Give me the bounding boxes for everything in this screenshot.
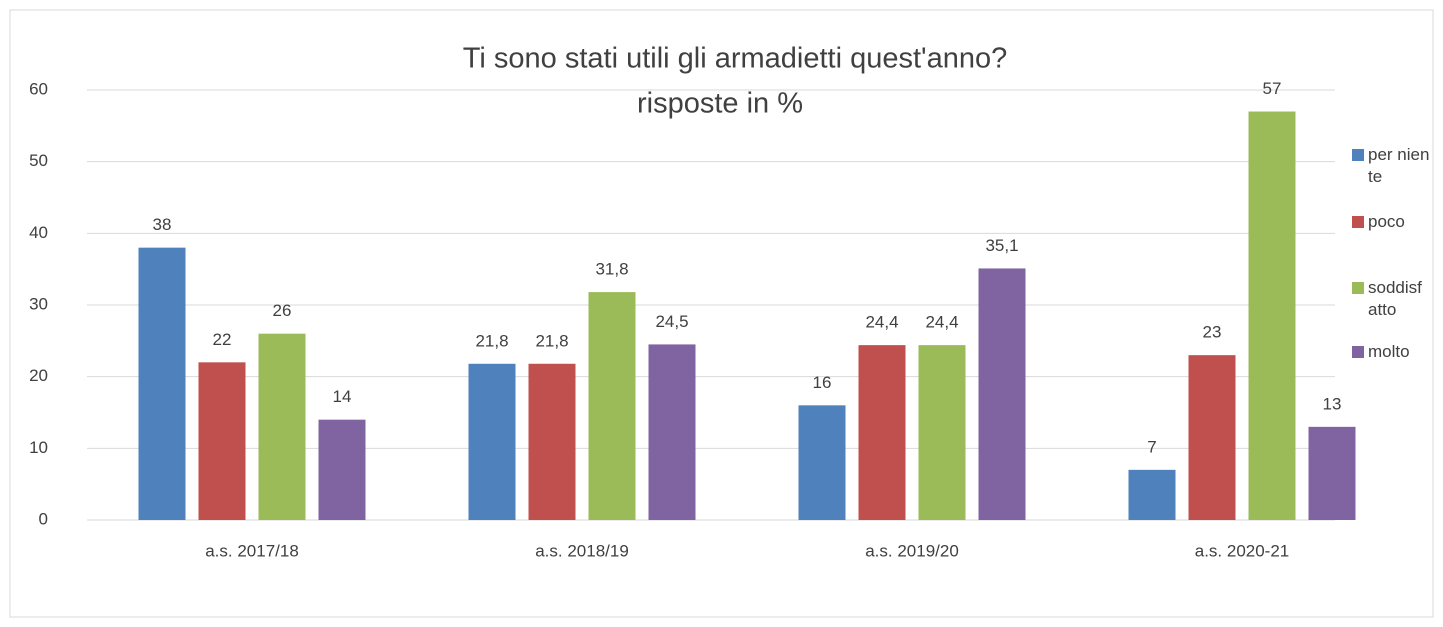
value-label: 23 [1203, 323, 1222, 342]
bar [918, 345, 966, 520]
value-label: 38 [153, 215, 172, 234]
legend-swatch [1352, 282, 1364, 294]
legend-label: per niente [1368, 145, 1430, 186]
legend-swatch [1352, 149, 1364, 161]
value-label: 22 [213, 330, 232, 349]
value-label: 21,8 [475, 331, 508, 350]
bar [1128, 469, 1176, 520]
bar [138, 247, 186, 520]
bar [1248, 111, 1296, 520]
value-label: 24,4 [925, 313, 958, 332]
y-tick-label: 20 [29, 366, 48, 385]
legend-swatch [1352, 216, 1364, 228]
value-label: 57 [1263, 79, 1282, 98]
value-label: 13 [1323, 394, 1342, 413]
bar [468, 363, 516, 520]
value-label: 35,1 [985, 236, 1018, 255]
bar [318, 419, 366, 520]
bar [1188, 355, 1236, 520]
y-tick-label: 10 [29, 438, 48, 457]
value-label: 7 [1147, 437, 1156, 456]
y-tick-label: 40 [29, 223, 48, 242]
value-label: 31,8 [595, 260, 628, 279]
value-label: 14 [333, 387, 352, 406]
chart-title: Ti sono stati utili gli armadietti quest… [463, 43, 1007, 75]
x-tick-label: a.s. 2018/19 [535, 541, 629, 560]
value-label: 26 [273, 301, 292, 320]
bar [198, 362, 246, 520]
bar [648, 344, 696, 520]
legend-label: poco [1368, 212, 1405, 231]
value-label: 24,5 [655, 312, 688, 331]
x-tick-label: a.s. 2017/18 [205, 541, 299, 560]
legend-label: molto [1368, 342, 1410, 361]
chart-subtitle: risposte in % [637, 88, 803, 120]
bar [978, 268, 1026, 520]
bar [258, 333, 306, 520]
bar [588, 292, 636, 520]
y-tick-label: 30 [29, 294, 48, 313]
bar [858, 345, 906, 520]
value-label: 21,8 [535, 331, 568, 350]
bar [798, 405, 846, 520]
bar [1308, 426, 1356, 520]
bar [528, 363, 576, 520]
x-tick-label: a.s. 2020-21 [1195, 541, 1290, 560]
y-tick-label: 0 [39, 509, 48, 528]
legend-swatch [1352, 346, 1364, 358]
y-tick-label: 50 [29, 151, 48, 170]
legend-label: soddisfatto [1368, 278, 1422, 319]
value-label: 16 [813, 373, 832, 392]
y-tick-label: 60 [29, 79, 48, 98]
x-tick-label: a.s. 2019/20 [865, 541, 959, 560]
value-label: 24,4 [865, 313, 898, 332]
